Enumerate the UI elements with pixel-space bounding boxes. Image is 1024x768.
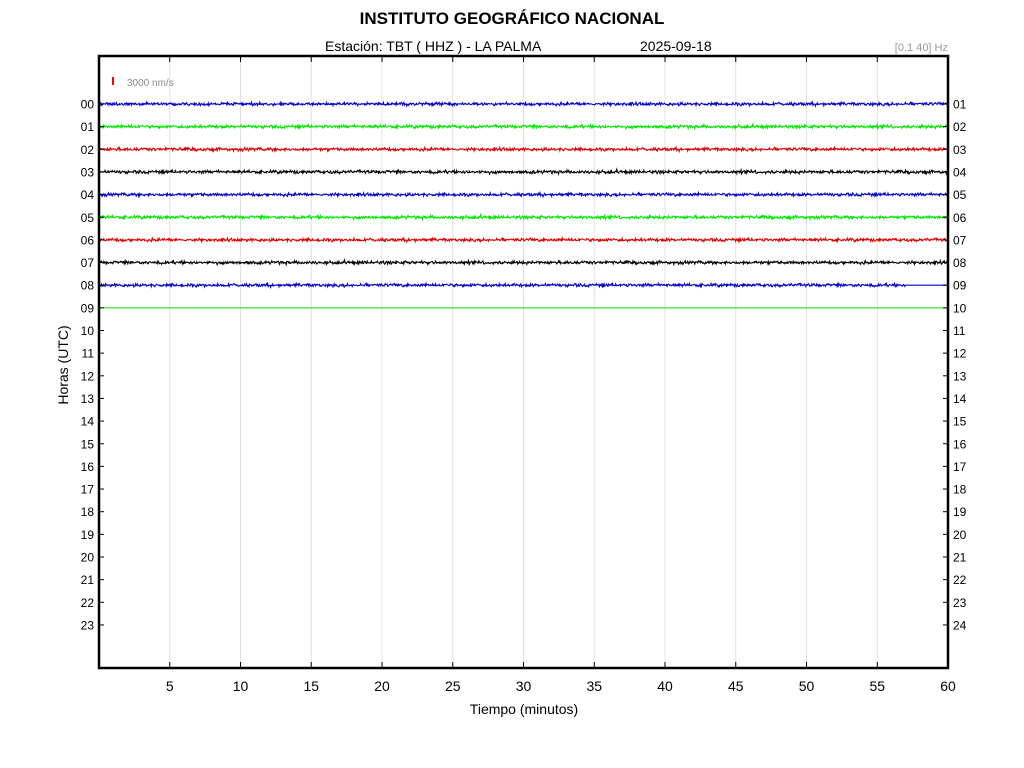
y-tick-label-right: 03 <box>953 143 967 157</box>
page-title: INSTITUTO GEOGRÁFICO NACIONAL <box>359 9 665 28</box>
y-tick-label-left: 07 <box>81 256 95 270</box>
trace-hour-05 <box>98 212 948 222</box>
x-tick-label: 15 <box>303 678 319 694</box>
x-tick-label: 30 <box>516 678 532 694</box>
station-label: Estación: TBT ( HHZ ) - LA PALMA <box>325 38 542 54</box>
trace-hour-07 <box>98 257 948 267</box>
scale-bar-mark <box>112 77 114 85</box>
x-tick-label: 5 <box>166 678 174 694</box>
y-tick-label-right: 08 <box>953 256 967 270</box>
y-tick-label-right: 02 <box>953 120 967 134</box>
y-tick-label-right: 07 <box>953 233 967 247</box>
date-label: 2025-09-18 <box>640 38 712 54</box>
x-axis-label: Tiempo (minutos) <box>469 701 579 717</box>
y-tick-label-right: 13 <box>953 369 967 383</box>
y-tick-label-right: 14 <box>953 392 967 406</box>
y-tick-label-right: 11 <box>953 324 966 338</box>
y-tick-label-left: 11 <box>82 347 95 361</box>
x-tick-label: 10 <box>233 678 249 694</box>
y-tick-label-left: 14 <box>81 415 95 429</box>
y-tick-label-left: 13 <box>81 392 95 406</box>
y-tick-label-right: 22 <box>953 573 967 587</box>
y-tick-label-left: 15 <box>81 437 95 451</box>
y-tick-label-right: 04 <box>953 165 967 179</box>
x-tick-label: 20 <box>374 678 390 694</box>
y-tick-label-right: 05 <box>953 188 967 202</box>
trace-hour-02 <box>98 145 948 154</box>
y-tick-label-right: 09 <box>953 279 967 293</box>
y-tick-label-left: 02 <box>81 143 95 157</box>
x-tick-label: 45 <box>728 678 744 694</box>
y-tick-label-left: 03 <box>81 165 95 179</box>
trace-hour-04 <box>98 190 948 199</box>
y-tick-label-left: 04 <box>81 188 95 202</box>
trace-hour-06 <box>98 235 948 244</box>
y-tick-label-left: 22 <box>81 596 95 610</box>
y-tick-label-right: 18 <box>953 483 967 497</box>
y-tick-label-left: 00 <box>81 98 95 112</box>
y-tick-label-left: 05 <box>81 211 95 225</box>
y-tick-label-right: 10 <box>953 301 967 315</box>
y-tick-label-left: 09 <box>81 301 95 315</box>
y-tick-label-right: 06 <box>953 211 967 225</box>
y-tick-label-right: 19 <box>953 505 967 519</box>
x-tick-label: 60 <box>940 678 956 694</box>
y-tick-label-right: 20 <box>953 528 967 542</box>
y-tick-label-right: 01 <box>953 98 967 112</box>
x-tick-label: 35 <box>586 678 602 694</box>
y-tick-label-left: 06 <box>81 233 95 247</box>
x-tick-label: 55 <box>869 678 885 694</box>
y-tick-label-left: 10 <box>81 324 95 338</box>
y-tick-label-left: 18 <box>81 505 95 519</box>
x-tick-label: 50 <box>799 678 815 694</box>
trace-hour-08 <box>98 281 948 290</box>
y-tick-label-left: 21 <box>81 573 95 587</box>
y-tick-label-right: 21 <box>953 551 967 565</box>
grid <box>169 56 878 668</box>
y-axis-label: Horas (UTC) <box>55 325 71 405</box>
tick-group: 5 10 15 20 25 30 35 40 45 50 55 60 00 01 02 03 04 05 06 07 0… <box>81 56 967 694</box>
y-tick-label-right: 16 <box>953 437 967 451</box>
y-tick-label-right: 17 <box>953 460 967 474</box>
y-tick-label-left: 12 <box>81 369 95 383</box>
x-tick-label: 40 <box>657 678 673 694</box>
y-tick-label-left: 23 <box>81 618 95 632</box>
y-tick-label-left: 17 <box>81 483 95 497</box>
trace-hour-03 <box>98 167 948 177</box>
scale-bar: 3000 nm/s <box>112 77 174 89</box>
y-tick-label-left: 01 <box>81 120 95 134</box>
trace-hour-00 <box>98 100 948 108</box>
y-tick-label-left: 20 <box>81 551 95 565</box>
y-tick-label-right: 24 <box>953 618 967 632</box>
scale-bar-label: 3000 nm/s <box>127 78 174 89</box>
y-tick-label-left: 19 <box>81 528 95 542</box>
y-tick-label-right: 12 <box>953 347 967 361</box>
filter-band-label: [0.1 40] Hz <box>894 42 948 54</box>
y-tick-label-left: 16 <box>81 460 95 474</box>
y-tick-label-left: 08 <box>81 279 95 293</box>
y-tick-label-right: 15 <box>953 415 967 429</box>
trace-group <box>98 100 948 309</box>
x-tick-label: 25 <box>445 678 461 694</box>
y-tick-label-right: 23 <box>953 596 967 610</box>
trace-hour-01 <box>98 121 948 131</box>
